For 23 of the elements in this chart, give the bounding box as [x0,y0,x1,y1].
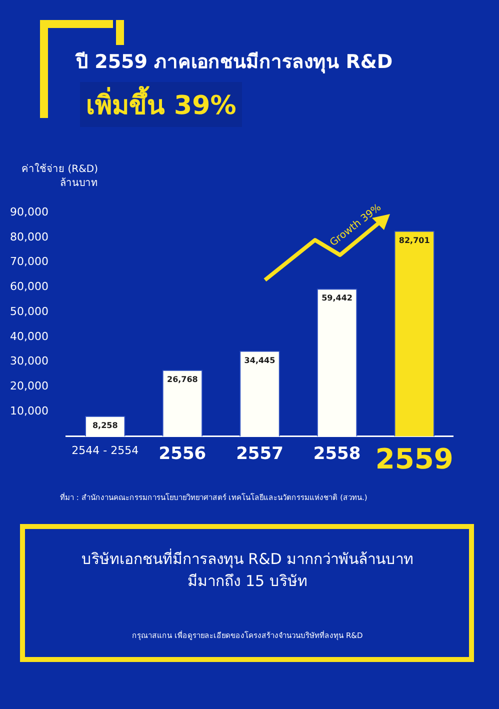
y-axis-title: ค่าใช้จ่าย (R&D) ล้านบาท [20,163,98,191]
chart-subtitle: เพิ่มขึ้น 39% [80,82,242,127]
x-tick-label: 2558 [313,444,361,464]
y-tick-label: 90,000 [10,205,48,218]
data-label: 59,442 [322,294,352,303]
data-label: 34,445 [244,356,276,365]
x-tick-label: 2557 [236,444,284,464]
chart-title: ปี 2559 ภาคเอกชนมีการลงทุน R&D [76,50,393,76]
y-tick-label: 80,000 [10,230,48,244]
data-label: 82,701 [398,236,430,245]
y-tick-label: 60,000 [10,280,48,294]
y-tick-label: 70,000 [10,255,48,268]
x-tick-label: 2556 [158,444,206,464]
data-label: 26,768 [167,374,198,384]
x-tick-label: 2544 - 2554 [72,444,139,457]
x-tick-label: 2559 [375,442,454,476]
y-tick-label: 10,000 [10,404,48,418]
y-tick-label: 50,000 [10,304,48,318]
y-tick-label: 40,000 [10,330,48,343]
data-label: 8,258 [92,420,118,430]
text: บริษัทเอกชนที่มีการลงทุน R&D มากกว่าพันล้านบาท มีมากถึง 15 บริษัท [80,548,415,592]
y-tick-label: 20,000 [10,380,48,393]
y-tick-label: 30,000 [10,354,48,368]
